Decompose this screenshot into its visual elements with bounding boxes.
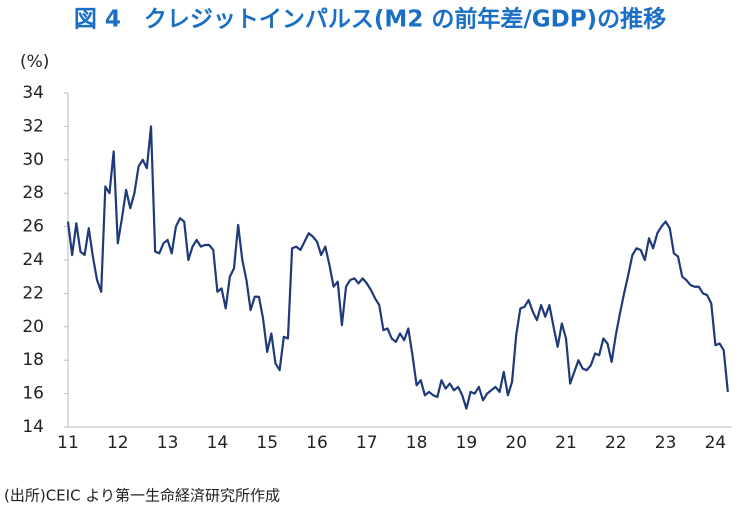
x-tick-label: 20 <box>505 433 527 453</box>
x-tick-label: 19 <box>456 433 478 453</box>
x-tick-label: 23 <box>655 433 677 453</box>
x-tick-label: 17 <box>356 433 378 453</box>
data-line <box>66 125 729 410</box>
y-tick-label: 16 <box>22 384 44 404</box>
x-tick-label: 24 <box>705 433 727 453</box>
y-tick-label: 22 <box>22 283 44 303</box>
source-note: (出所)CEIC より第一生命経済研究所作成 <box>4 487 280 505</box>
x-tick-label: 12 <box>107 433 129 453</box>
y-axis-label: (%) <box>20 52 49 72</box>
y-tick-label: 32 <box>22 116 44 136</box>
y-tick-label: 20 <box>22 317 44 337</box>
x-tick-label: 22 <box>605 433 627 453</box>
y-tick-label: 24 <box>22 250 44 270</box>
x-tick-label: 14 <box>207 433 229 453</box>
x-tick-label: 13 <box>157 433 179 453</box>
x-tick-label: 15 <box>256 433 278 453</box>
chart-title: 図 4 クレジットインパルス(M2 の前年差/GDP)の推移 <box>74 6 666 33</box>
x-tick-label: 16 <box>306 433 328 453</box>
x-tick-label: 11 <box>57 433 79 453</box>
y-tick-label: 34 <box>22 83 44 103</box>
y-tick-label: 28 <box>22 183 44 203</box>
x-tick-label: 18 <box>406 433 428 453</box>
y-tick-label: 14 <box>22 417 44 437</box>
y-tick-label: 18 <box>22 350 44 370</box>
y-tick-label: 26 <box>22 217 44 237</box>
y-tick-label: 30 <box>22 150 44 170</box>
x-tick-label: 21 <box>555 433 577 453</box>
